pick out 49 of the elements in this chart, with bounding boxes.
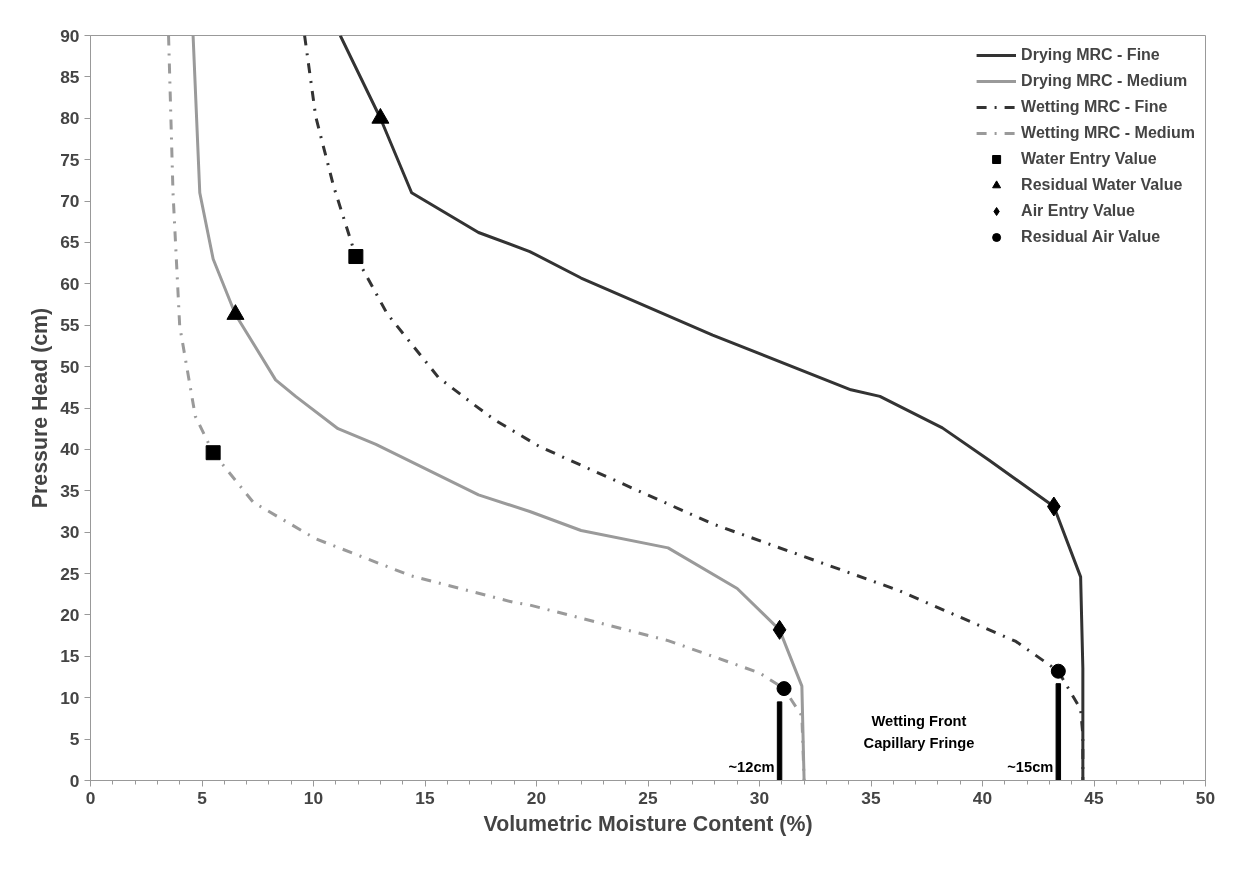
legend-label: Drying MRC - Fine — [1021, 46, 1160, 64]
annotation: ~15cm — [1007, 758, 1054, 775]
x-tick-label: 5 — [197, 787, 208, 808]
legend-label: Drying MRC - Medium — [1021, 72, 1188, 90]
point — [205, 445, 221, 461]
x-tick-label: 0 — [85, 787, 96, 808]
x-tick-label: 15 — [415, 787, 435, 808]
y-tick-label: 70 — [60, 191, 80, 212]
y-tick-label: 25 — [60, 563, 80, 584]
y-tick-label: 45 — [60, 398, 80, 418]
y-tick-label: 10 — [60, 687, 80, 708]
y-tick-label: 90 — [60, 25, 80, 46]
point — [1050, 663, 1066, 679]
x-tick-label: 35 — [861, 787, 881, 808]
legend-label: Water Entry Value — [1021, 150, 1157, 168]
y-tick-label: 75 — [60, 149, 80, 170]
x-tick-label: 10 — [303, 787, 324, 808]
y-tick-label: 15 — [60, 646, 80, 667]
legend-label: Wetting MRC - Fine — [1021, 98, 1168, 116]
y-tick-label: 30 — [60, 522, 80, 543]
x-axis-title: Volumetric Moisture Content (%) — [483, 811, 813, 836]
y-tick-label: 40 — [60, 439, 80, 460]
annotation: Wetting Front Capillary Fringe — [863, 712, 975, 751]
legend-label: Wetting MRC - Medium — [1021, 124, 1195, 142]
y-tick-label: 60 — [60, 273, 80, 294]
y-tick-label: 80 — [60, 108, 80, 129]
point — [776, 681, 792, 697]
x-tick-label: 45 — [1084, 787, 1104, 808]
x-tick-label: 40 — [972, 787, 993, 808]
y-tick-label: 85 — [60, 66, 80, 87]
x-tick-label: 20 — [526, 787, 547, 808]
y-axis-title: Pressure Head (cm) — [28, 307, 53, 509]
point — [772, 619, 787, 640]
y-tick-label: 55 — [60, 315, 80, 336]
legend-label: Residual Water Value — [1021, 176, 1183, 194]
y-tick-label: 0 — [69, 770, 80, 791]
y-tick-label: 20 — [60, 604, 80, 625]
y-tick-label: 65 — [60, 232, 80, 253]
x-tick-label: 30 — [749, 787, 770, 808]
annotation: ~12cm — [728, 758, 775, 775]
point — [226, 304, 245, 320]
y-tick-label: 35 — [60, 480, 80, 501]
legend-label: Air Entry Value — [1021, 202, 1135, 220]
legend-label: Residual Air Value — [1021, 228, 1161, 246]
y-tick-label: 5 — [69, 729, 80, 750]
y-tick-label: 50 — [60, 356, 80, 377]
x-tick-label: 50 — [1195, 787, 1216, 808]
x-tick-label: 25 — [638, 787, 658, 808]
point — [371, 107, 390, 124]
